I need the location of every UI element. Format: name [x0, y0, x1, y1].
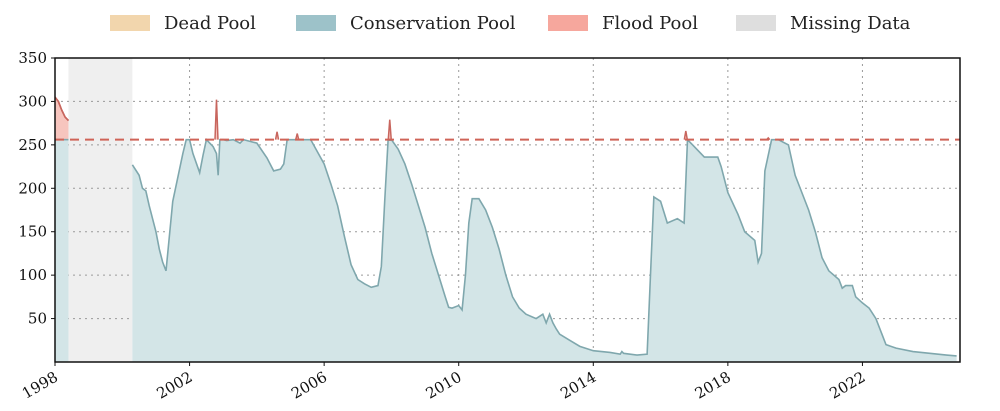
legend-label-missing-data: Missing Data [790, 12, 911, 34]
legend-swatch-missing-data [736, 15, 776, 31]
missing-data-band [68, 58, 133, 362]
conservation-pool-area [132, 139, 957, 362]
x-tick-label: 2006 [288, 368, 330, 403]
legend-label-dead-pool: Dead Pool [164, 12, 256, 34]
x-tick-label: 2022 [826, 368, 868, 403]
plot-frame [54, 57, 961, 363]
x-tick-label: 2014 [557, 368, 599, 403]
flood-spike [683, 130, 689, 140]
conservation-pool-area [55, 139, 69, 362]
legend-label-conservation-pool: Conservation Pool [350, 12, 516, 34]
x-tick-label: 2002 [154, 368, 196, 403]
legend-item-dead-pool: Dead Pool [110, 10, 256, 36]
area-layer [54, 96, 957, 362]
y-tick-label: 300 [18, 92, 47, 110]
flood-line-segment [64, 116, 70, 122]
legend-swatch-conservation-pool [296, 15, 336, 31]
legend: Dead Pool Conservation Pool Flood Pool M… [0, 10, 1000, 36]
y-tick-label: 350 [18, 49, 47, 67]
y-tick-label: 200 [18, 179, 47, 197]
legend-item-conservation-pool: Conservation Pool [296, 10, 516, 36]
y-tick-label: 100 [18, 266, 47, 284]
flood-spike [214, 99, 219, 140]
flood-spike [387, 119, 392, 140]
flood-spike [295, 133, 300, 140]
legend-swatch-dead-pool [110, 15, 150, 31]
y-tick-label: 150 [18, 223, 47, 241]
y-tick-label: 50 [28, 310, 47, 328]
flood-pool-area [55, 97, 69, 140]
legend-label-flood-pool: Flood Pool [602, 12, 698, 34]
legend-item-flood-pool: Flood Pool [548, 10, 698, 36]
x-tick-label: 2010 [423, 368, 465, 403]
flood-spike [274, 131, 280, 140]
legend-item-missing-data: Missing Data [736, 10, 910, 36]
legend-swatch-flood-pool [548, 15, 588, 31]
x-tick-label: 1998 [19, 368, 61, 403]
y-tick-label: 250 [18, 136, 47, 154]
x-tick-label: 2018 [692, 368, 734, 403]
